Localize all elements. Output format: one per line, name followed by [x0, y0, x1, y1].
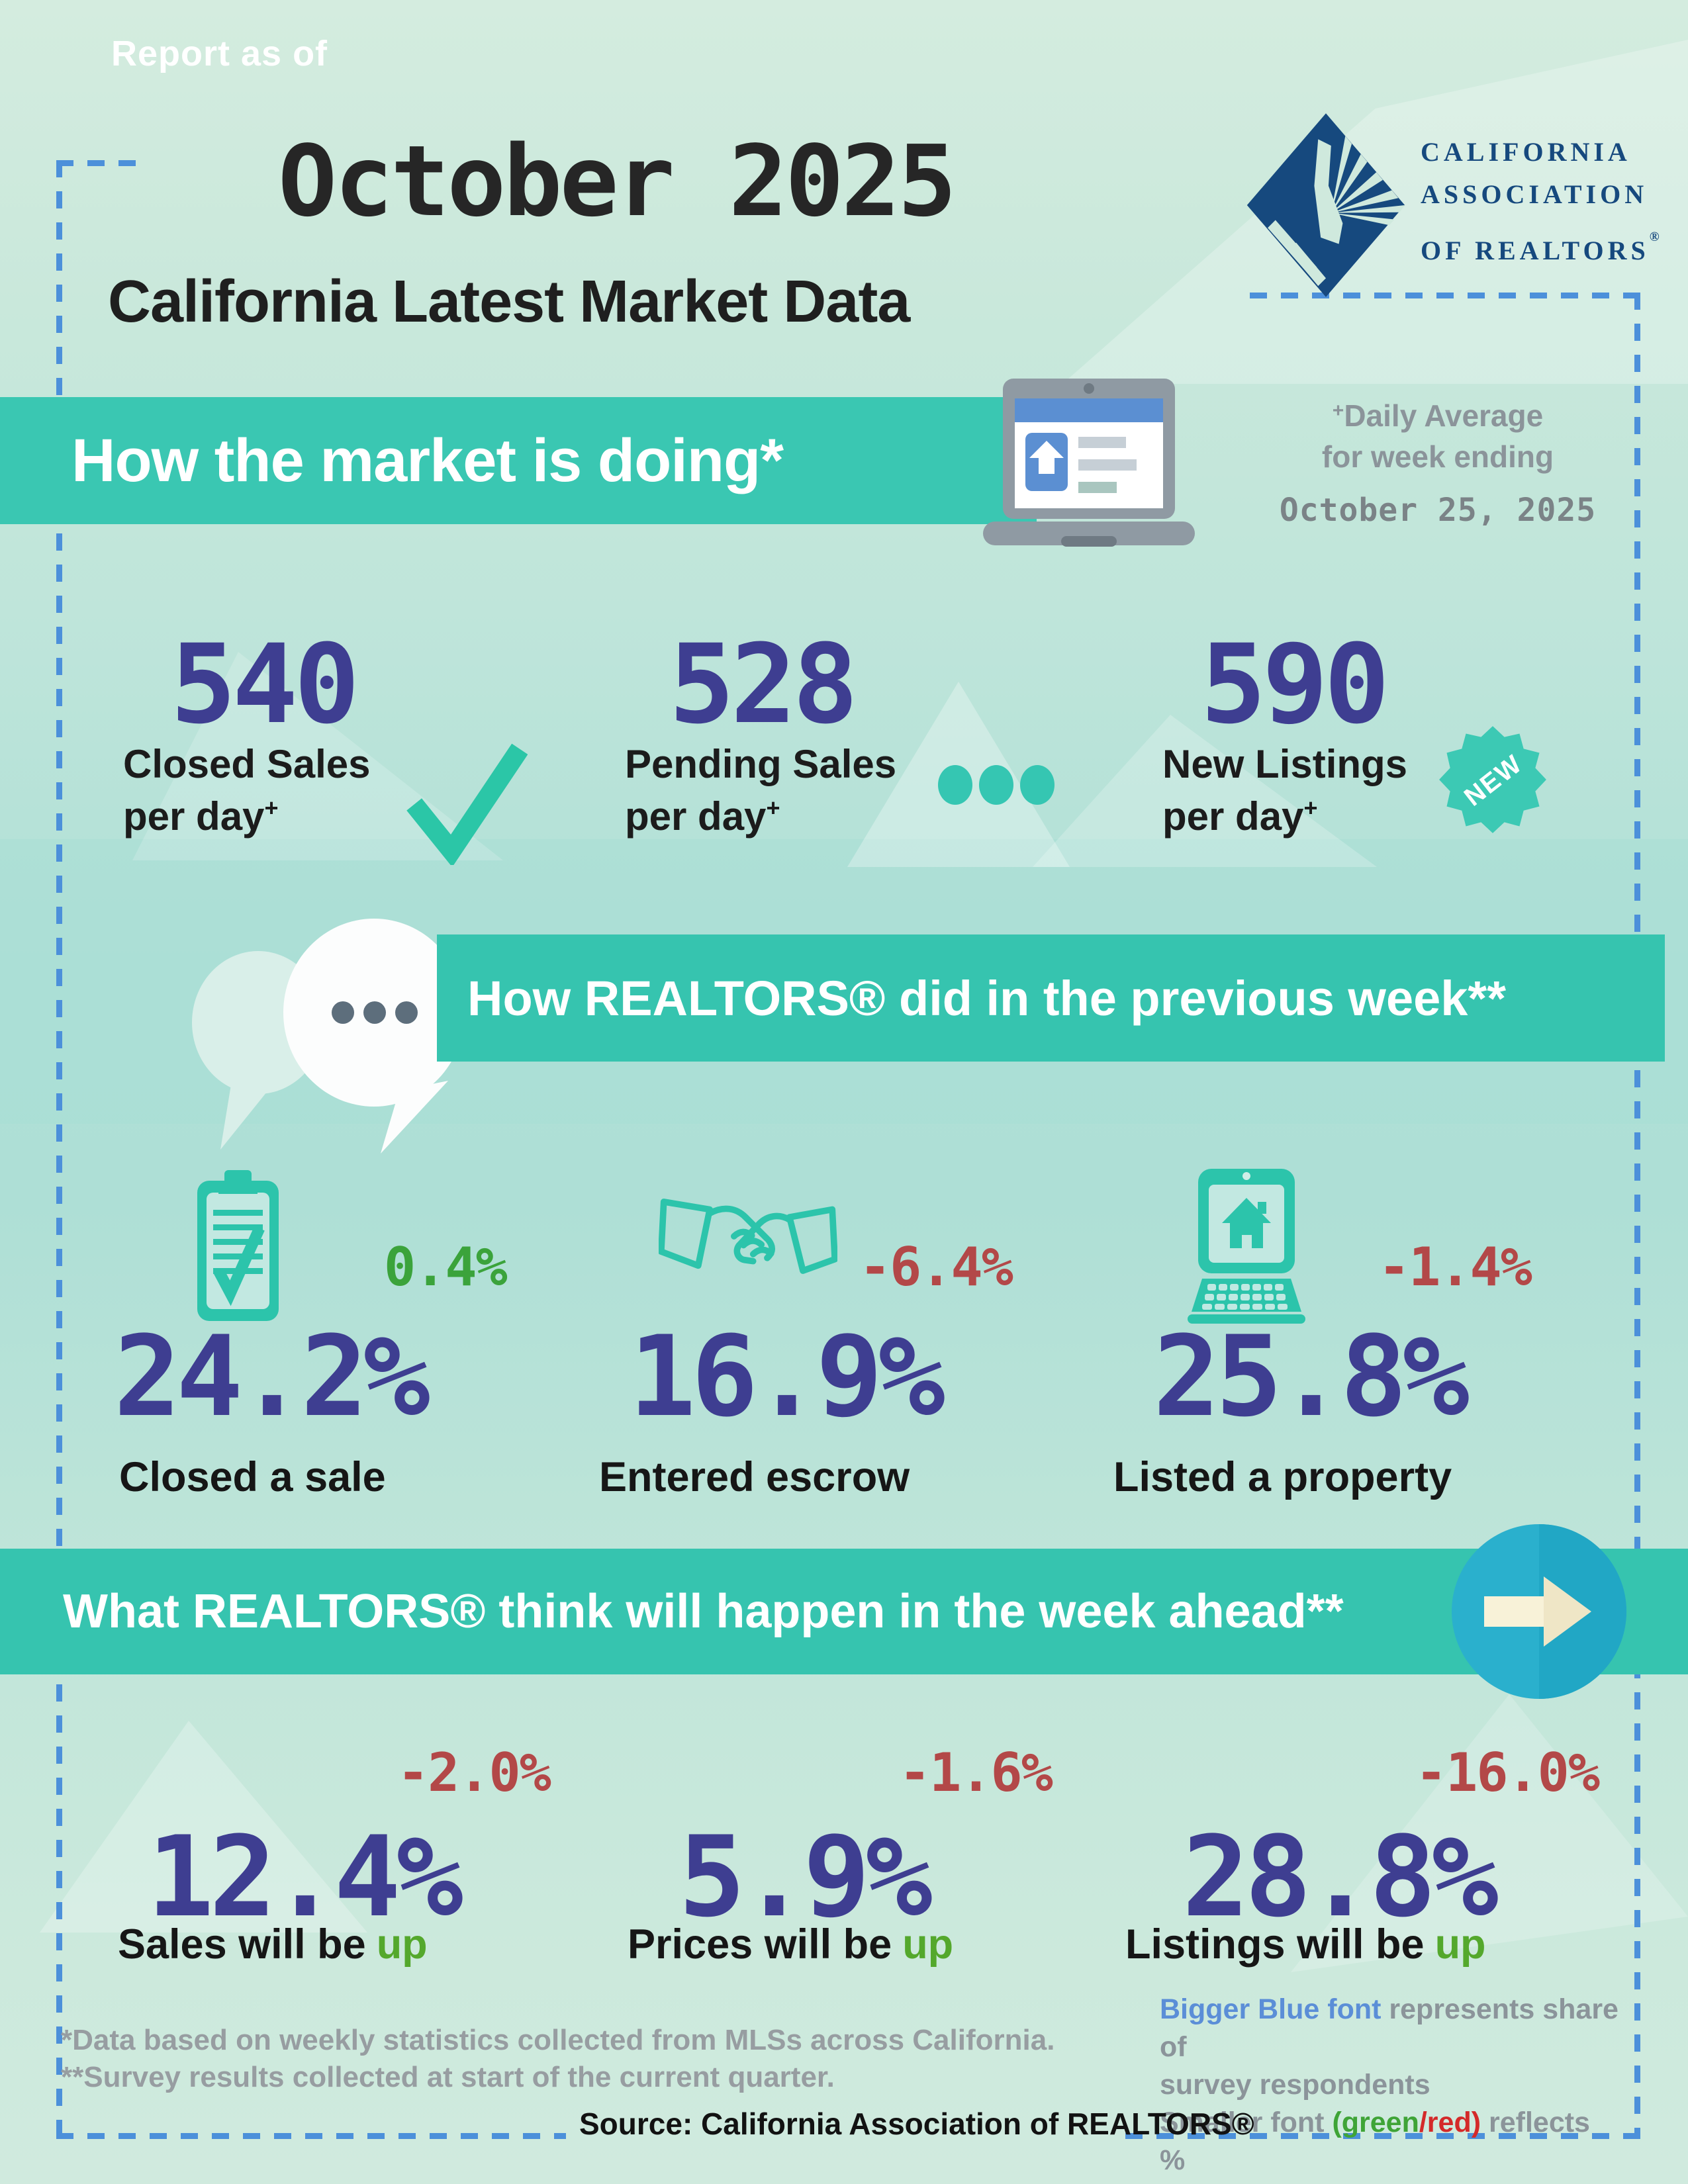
report-as-of-label: Report as of: [111, 34, 328, 73]
sales-up-share: 12.4%: [147, 1812, 463, 1942]
prices-up-share: 5.9%: [679, 1812, 933, 1942]
daily-average-note: +Daily Average for week ending October 2…: [1252, 390, 1623, 529]
checkmark-icon: [406, 743, 528, 865]
closed-sales-value: 540: [170, 621, 359, 748]
entered-escrow-change: -6.4%: [859, 1236, 1013, 1298]
laptop-listing-icon: [1188, 1169, 1305, 1324]
ellipsis-dots-icon: [938, 765, 1055, 805]
pending-sales-value: 528: [669, 621, 858, 748]
frame-dash-right: [1634, 293, 1640, 2139]
section-banner-previous-week-label: How REALTORS® did in the previous week**: [467, 970, 1507, 1026]
frame-dash-bottom-left: [56, 2133, 566, 2139]
section-banner-previous-week: How REALTORS® did in the previous week**: [437, 934, 1665, 1062]
org-name: CALIFORNIA ASSOCIATION OF REALTORS®: [1421, 137, 1660, 265]
speech-bubbles-icon: [192, 919, 465, 1154]
page-title: California Latest Market Data: [108, 269, 910, 335]
listings-up-change: -16.0%: [1415, 1742, 1600, 1803]
listed-property-share: 25.8%: [1153, 1312, 1470, 1441]
listings-up-share: 28.8%: [1182, 1812, 1499, 1942]
new-listings-value: 590: [1200, 621, 1389, 748]
footnote-data: *Data based on weekly statistics collect…: [61, 2024, 1055, 2056]
listings-up-label: Listings will be up: [1125, 1921, 1486, 1968]
footnote-survey: **Survey results collected at start of t…: [61, 2061, 835, 2093]
report-month-title: October 2025: [278, 124, 957, 238]
sales-up-label: Sales will be up: [118, 1921, 428, 1968]
frame-dash-top-left: [56, 160, 144, 166]
new-badge-icon: NEW: [1439, 726, 1546, 833]
handshake-icon: [659, 1199, 837, 1274]
section-banner-market-label: How the market is doing*: [71, 426, 784, 494]
frame-dash-top-right: [1250, 293, 1634, 298]
clipboard-check-icon: [197, 1170, 279, 1321]
new-listings-label: New Listings per day+: [1162, 742, 1408, 839]
closed-sale-label: Closed a sale: [119, 1454, 386, 1500]
listed-property-change: -1.4%: [1378, 1236, 1532, 1298]
listed-property-label: Listed a property: [1113, 1454, 1452, 1500]
frame-dash-bottom-right: [1125, 2133, 1634, 2139]
pending-sales-label: Pending Sales per day+: [625, 742, 897, 839]
entered-escrow-share: 16.9%: [629, 1312, 945, 1441]
color-legend: Bigger Blue font represents share of sur…: [1160, 1993, 1618, 2184]
laptop-house-icon: [983, 379, 1195, 547]
entered-escrow-label: Entered escrow: [599, 1454, 910, 1500]
section-banner-market: How the market is doing*: [0, 397, 1037, 524]
arrow-right-icon: [1452, 1524, 1626, 1699]
closed-sales-label: Closed Sales per day+: [123, 742, 371, 839]
frame-dash-left: [56, 160, 62, 2139]
sales-up-change: -2.0%: [397, 1742, 551, 1803]
source-line: Source: California Association of REALTO…: [579, 2107, 1254, 2141]
closed-sale-share: 24.2%: [114, 1312, 430, 1441]
prices-up-label: Prices will be up: [628, 1921, 954, 1968]
prices-up-change: -1.6%: [899, 1742, 1053, 1803]
closed-sale-change: 0.4%: [384, 1236, 508, 1298]
car-logo-icon: [1246, 113, 1405, 297]
section-banner-week-ahead: What REALTORS® think will happen in the …: [0, 1549, 1688, 1674]
week-ending-date: October 25, 2025: [1279, 492, 1597, 529]
section-banner-week-ahead-label: What REALTORS® think will happen in the …: [63, 1585, 1344, 1638]
